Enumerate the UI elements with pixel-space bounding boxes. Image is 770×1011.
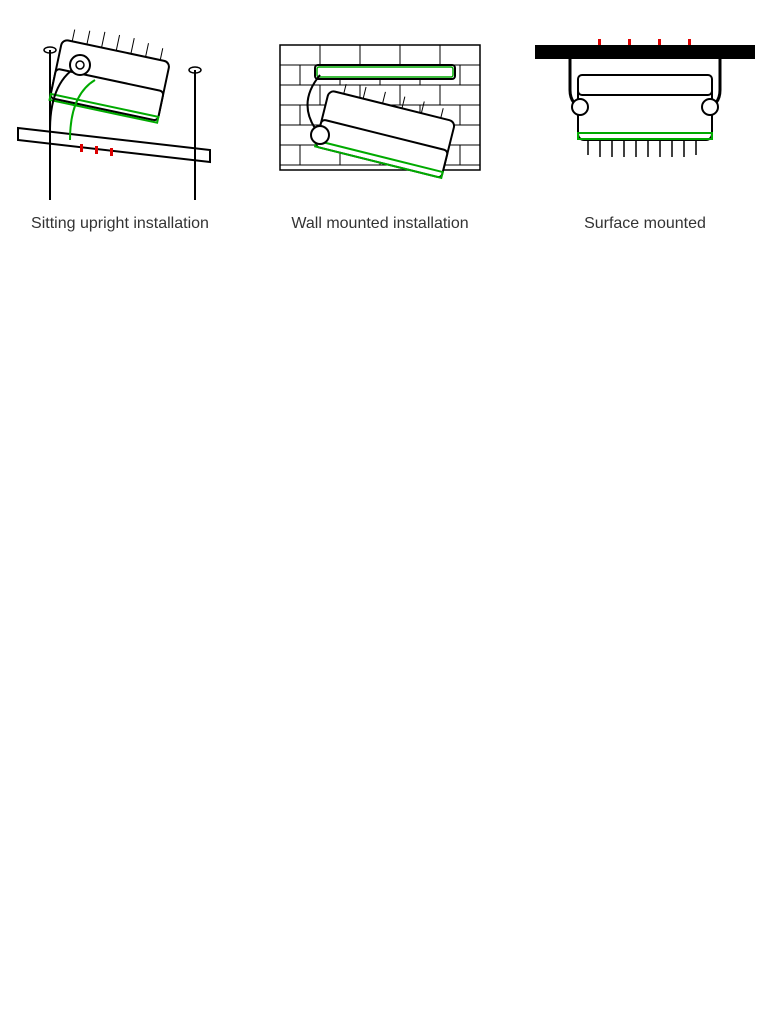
- install-surface: Surface mounted: [530, 35, 760, 233]
- install-wall: Wall mounted installation: [265, 25, 495, 233]
- install-label: Sitting upright installation: [31, 215, 209, 233]
- install-label: Surface mounted: [584, 215, 706, 233]
- install-label: Wall mounted installation: [291, 215, 468, 233]
- surface-mounted-icon: [530, 35, 760, 205]
- installation-row: Sitting upright installation: [10, 10, 760, 233]
- install-sitting: Sitting upright installation: [10, 10, 230, 233]
- sitting-upright-icon: [10, 10, 230, 205]
- wall-mounted-icon: [265, 25, 495, 205]
